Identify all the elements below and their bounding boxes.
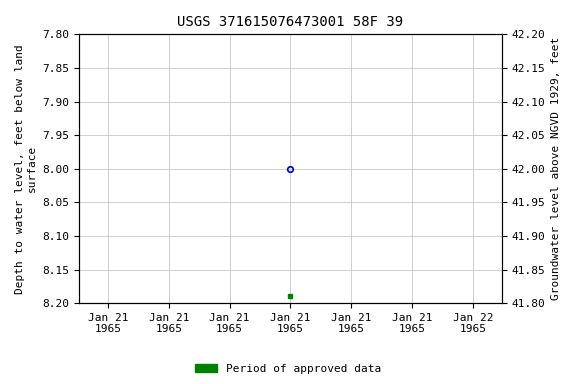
Y-axis label: Groundwater level above NGVD 1929, feet: Groundwater level above NGVD 1929, feet [551,37,561,300]
Legend: Period of approved data: Period of approved data [191,359,385,379]
Title: USGS 371615076473001 58F 39: USGS 371615076473001 58F 39 [177,15,403,29]
Y-axis label: Depth to water level, feet below land
surface: Depth to water level, feet below land su… [15,44,37,294]
